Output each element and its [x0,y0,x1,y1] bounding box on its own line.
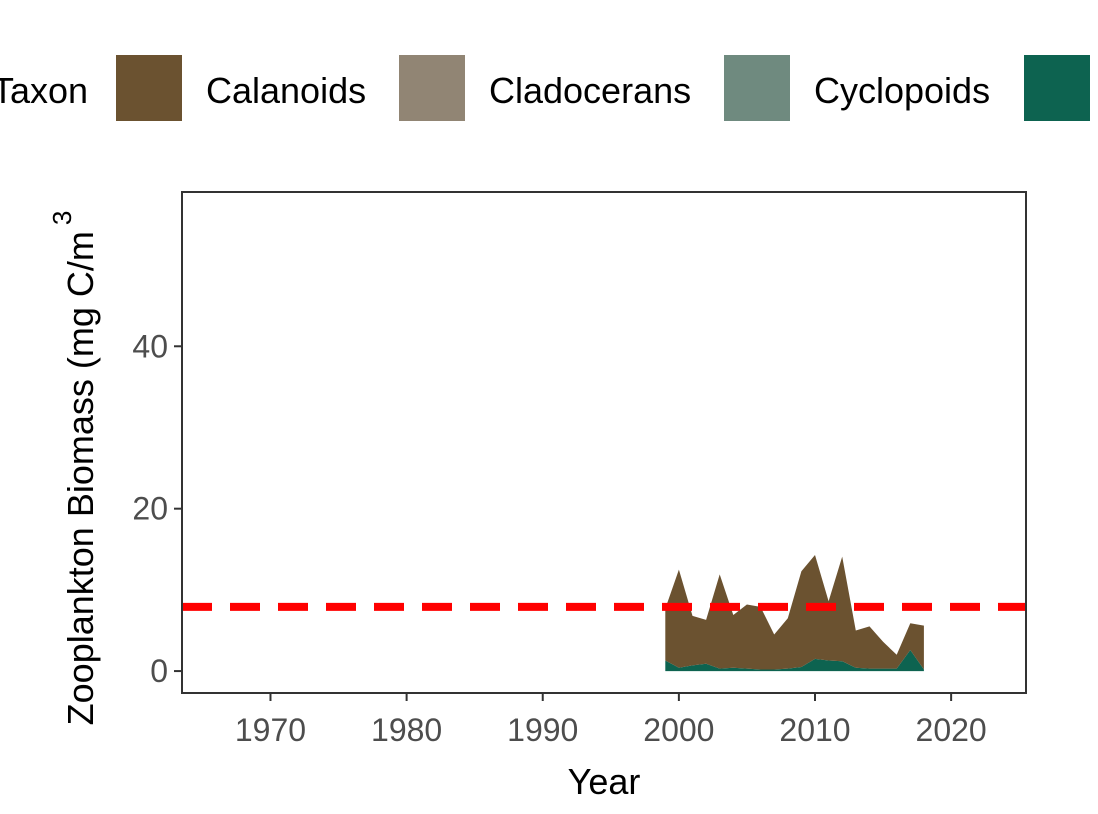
x-axis-title: Year [568,761,641,802]
legend-key [724,55,790,121]
y-tick-label: 20 [132,491,168,527]
legend-key [116,55,182,121]
y-tick-label: 40 [132,328,168,364]
y-axis-title-superscript: 3 [47,211,77,225]
y-axis-title-main: Zooplankton Biomass (mg C/m [60,231,101,725]
y-tick-label: 0 [150,653,168,689]
legend-label: Cladocerans [489,70,691,111]
y-axis: 0 20 40 [132,328,182,689]
plot-area: 0 20 40 1970 1980 1990 2000 2010 2020 [132,191,1027,748]
panel-border [181,191,1027,694]
x-tick-label: 1980 [371,712,442,748]
area-series-0 [665,650,924,672]
legend-key [399,55,465,121]
x-tick-label: 1990 [507,712,578,748]
x-tick-label: 1970 [235,712,306,748]
area-series-3 [665,555,924,670]
legend-label: Calanoids [206,70,366,111]
x-tick-label: 2010 [779,712,850,748]
x-tick-label: 2000 [643,712,714,748]
legend: Taxon Calanoids Cladocerans Cyclopoids [0,55,1090,121]
legend-title: Taxon [0,70,88,111]
y-axis-title: Zooplankton Biomass (mg C/m 3 [47,211,101,726]
x-axis: 1970 1980 1990 2000 2010 2020 [235,693,987,748]
legend-label: Cyclopoids [814,70,990,111]
legend-key [1024,55,1090,121]
x-tick-label: 2020 [916,712,987,748]
